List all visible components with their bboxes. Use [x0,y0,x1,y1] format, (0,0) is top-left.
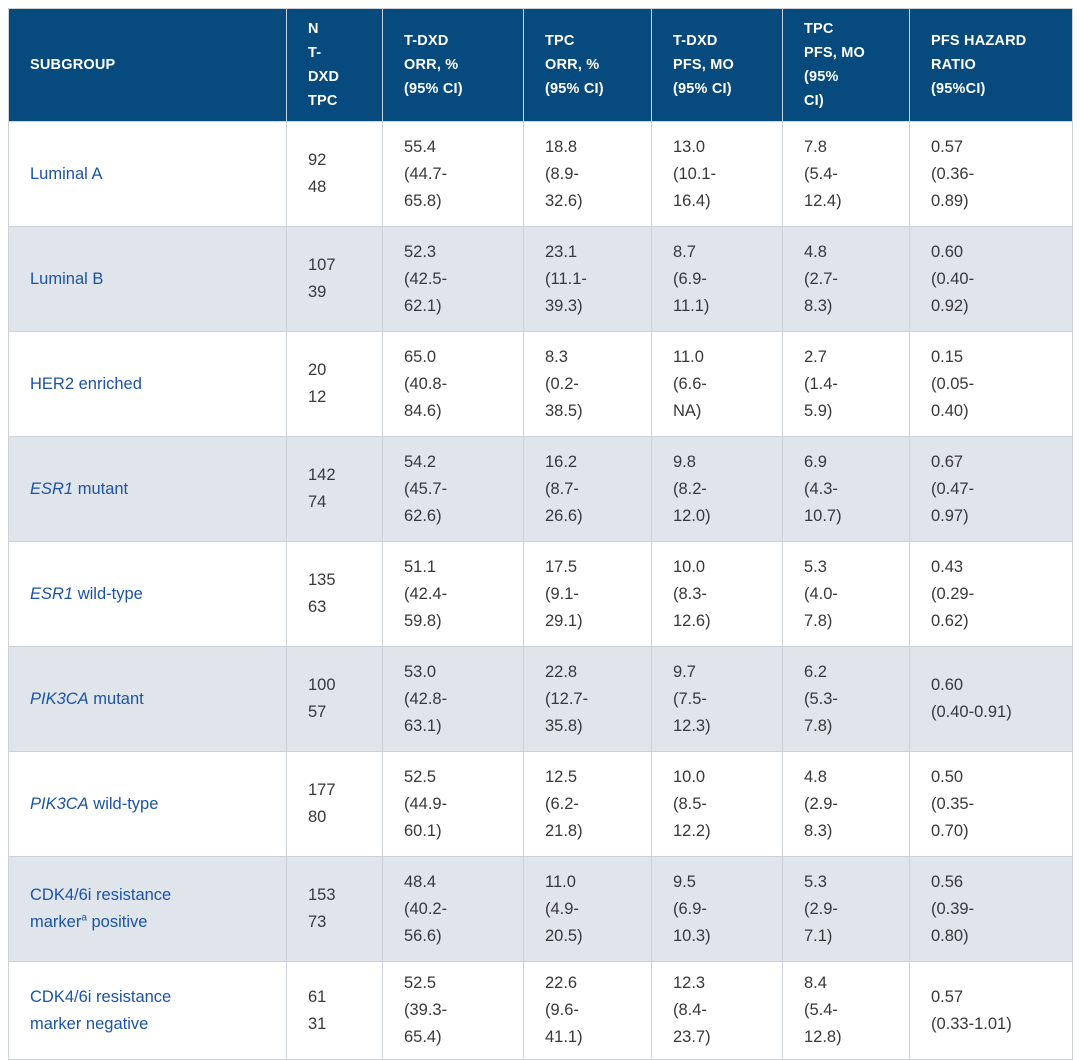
table-row: CDK4/6i resistance marker negative 61 31 5… [8,961,1073,1060]
subgroup-label-footnote-marker: a [81,912,87,924]
tdxd-orr-cell: 53.0 (42.8- 63.1) [382,646,524,752]
tdxd-pfs-cell: 13.0 (10.1- 16.4) [651,121,783,227]
tpc-orr-cell: 17.5 (9.1- 29.1) [523,541,652,647]
tdxd-pfs-cell: 10.0 (8.5- 12.2) [651,751,783,857]
tdxd-orr-cell: 54.2 (45.7- 62.6) [382,436,524,542]
tdxd-orr-cell: 52.5 (39.3- 65.4) [382,961,524,1060]
table-body: Luminal A 92 48 55.4 (44.7- 65.8) 18.8 (8.9… [8,121,1073,1060]
n-tdxd-tpc-cell: 135 63 [286,541,383,647]
pfs-hazard-ratio-cell: 0.60 (0.40- 0.92) [909,226,1073,332]
subgroup-results-table: SUBGROUP N T- DXD TPC T-DXD ORR, % (95% … [8,8,1073,1060]
n-tdxd-tpc-cell: 142 74 [286,436,383,542]
column-header-tdxd-pfs: T-DXD PFS, MO (95% CI) [651,8,783,122]
subgroup-label: ESR1 [30,584,74,603]
subgroup-cell: PIK3CA mutant [8,646,287,752]
table-row: PIK3CA wild-type 177 80 52.5 (44.9- 60.1) 1… [8,751,1073,857]
table-row: CDK4/6i resistance markera positive 153 7… [8,856,1073,962]
n-tdxd-tpc-cell: 20 12 [286,331,383,437]
tpc-orr-cell: 18.8 (8.9- 32.6) [523,121,652,227]
tpc-orr-cell: 22.6 (9.6- 41.1) [523,961,652,1060]
subgroup-cell: CDK4/6i resistance marker negative [8,961,287,1060]
subgroup-label: positive [86,913,148,931]
table-row: ESR1 wild-type 135 63 51.1 (42.4- 59.8) 17.… [8,541,1073,647]
tpc-pfs-cell: 5.3 (4.0- 7.8) [782,541,910,647]
subgroup-cell: Luminal B [8,226,287,332]
tdxd-pfs-cell: 9.5 (6.9- 10.3) [651,856,783,962]
n-tdxd-tpc-cell: 92 48 [286,121,383,227]
pfs-hazard-ratio-cell: 0.60 (0.40-0.91) [909,646,1073,752]
subgroup-label: Luminal A [30,164,103,183]
subgroup-label: HER2 enriched [30,374,142,393]
tdxd-orr-cell: 51.1 (42.4- 59.8) [382,541,524,647]
subgroup-label: mutant [88,689,144,708]
tdxd-pfs-cell: 8.7 (6.9- 11.1) [651,226,783,332]
subgroup-cell: CDK4/6i resistance markera positive [8,856,287,962]
subgroup-cell: Luminal A [8,121,287,227]
subgroup-label: CDK4/6i resistance marker negative [30,987,172,1033]
n-tdxd-tpc-cell: 100 57 [286,646,383,752]
tpc-orr-cell: 23.1 (11.1- 39.3) [523,226,652,332]
table-row: ESR1 mutant 142 74 54.2 (45.7- 62.6) 16.2 (… [8,436,1073,542]
tpc-pfs-cell: 5.3 (2.9- 7.1) [782,856,910,962]
subgroup-cell: PIK3CA wild-type [8,751,287,857]
pfs-hazard-ratio-cell: 0.50 (0.35- 0.70) [909,751,1073,857]
table-row: HER2 enriched 20 12 65.0 (40.8- 84.6) 8.3 (… [8,331,1073,437]
tpc-pfs-cell: 4.8 (2.9- 8.3) [782,751,910,857]
pfs-hazard-ratio-cell: 0.56 (0.39- 0.80) [909,856,1073,962]
table-row: PIK3CA mutant 100 57 53.0 (42.8- 63.1) 22.8… [8,646,1073,752]
tpc-pfs-cell: 4.8 (2.7- 8.3) [782,226,910,332]
subgroup-label: ESR1 [30,479,74,498]
tpc-orr-cell: 22.8 (12.7- 35.8) [523,646,652,752]
column-header-pfs-hazard-ratio: PFS HAZARD RATIO (95%CI) [909,8,1073,122]
table-header: SUBGROUP N T- DXD TPC T-DXD ORR, % (95% … [8,8,1073,122]
subgroup-label: wild-type [88,794,159,813]
tpc-pfs-cell: 7.8 (5.4- 12.4) [782,121,910,227]
tdxd-pfs-cell: 10.0 (8.3- 12.6) [651,541,783,647]
tdxd-pfs-cell: 11.0 (6.6- NA) [651,331,783,437]
column-header-tpc-orr: TPC ORR, % (95% CI) [523,8,652,122]
n-tdxd-tpc-cell: 153 73 [286,856,383,962]
tpc-orr-cell: 8.3 (0.2- 38.5) [523,331,652,437]
subgroup-label: wild-type [73,584,143,603]
tpc-pfs-cell: 6.9 (4.3- 10.7) [782,436,910,542]
subgroup-cell: ESR1 wild-type [8,541,287,647]
tpc-orr-cell: 12.5 (6.2- 21.8) [523,751,652,857]
subgroup-cell: HER2 enriched [8,331,287,437]
n-tdxd-tpc-cell: 177 80 [286,751,383,857]
subgroup-label: PIK3CA [30,794,89,813]
n-tdxd-tpc-cell: 61 31 [286,961,383,1060]
tpc-orr-cell: 11.0 (4.9- 20.5) [523,856,652,962]
tdxd-pfs-cell: 12.3 (8.4- 23.7) [651,961,783,1060]
pfs-hazard-ratio-cell: 0.43 (0.29- 0.62) [909,541,1073,647]
tpc-pfs-cell: 2.7 (1.4- 5.9) [782,331,910,437]
table-row: Luminal A 92 48 55.4 (44.7- 65.8) 18.8 (8.9… [8,121,1073,227]
tdxd-orr-cell: 55.4 (44.7- 65.8) [382,121,524,227]
tdxd-orr-cell: 48.4 (40.2- 56.6) [382,856,524,962]
column-header-subgroup: SUBGROUP [8,8,287,122]
subgroup-label: Luminal B [30,269,104,288]
column-header-tdxd-orr: T-DXD ORR, % (95% CI) [382,8,524,122]
subgroup-label: PIK3CA [30,689,89,708]
tdxd-orr-cell: 65.0 (40.8- 84.6) [382,331,524,437]
tpc-pfs-cell: 6.2 (5.3- 7.8) [782,646,910,752]
subgroup-label: mutant [73,479,129,498]
pfs-hazard-ratio-cell: 0.57 (0.33-1.01) [909,961,1073,1060]
tdxd-orr-cell: 52.3 (42.5- 62.1) [382,226,524,332]
subgroup-cell: ESR1 mutant [8,436,287,542]
subgroup-label: CDK4/6i resistance marker [30,886,172,931]
tdxd-orr-cell: 52.5 (44.9- 60.1) [382,751,524,857]
n-tdxd-tpc-cell: 107 39 [286,226,383,332]
tpc-orr-cell: 16.2 (8.7- 26.6) [523,436,652,542]
pfs-hazard-ratio-cell: 0.15 (0.05- 0.40) [909,331,1073,437]
header-row: SUBGROUP N T- DXD TPC T-DXD ORR, % (95% … [8,8,1073,122]
column-header-tpc-pfs: TPC PFS, MO (95% CI) [782,8,910,122]
table-row: Luminal B 107 39 52.3 (42.5- 62.1) 23.1 (11… [8,226,1073,332]
pfs-hazard-ratio-cell: 0.57 (0.36- 0.89) [909,121,1073,227]
tdxd-pfs-cell: 9.7 (7.5- 12.3) [651,646,783,752]
tdxd-pfs-cell: 9.8 (8.2- 12.0) [651,436,783,542]
tpc-pfs-cell: 8.4 (5.4- 12.8) [782,961,910,1060]
pfs-hazard-ratio-cell: 0.67 (0.47- 0.97) [909,436,1073,542]
column-header-n-tdxd-tpc: N T- DXD TPC [286,8,383,122]
